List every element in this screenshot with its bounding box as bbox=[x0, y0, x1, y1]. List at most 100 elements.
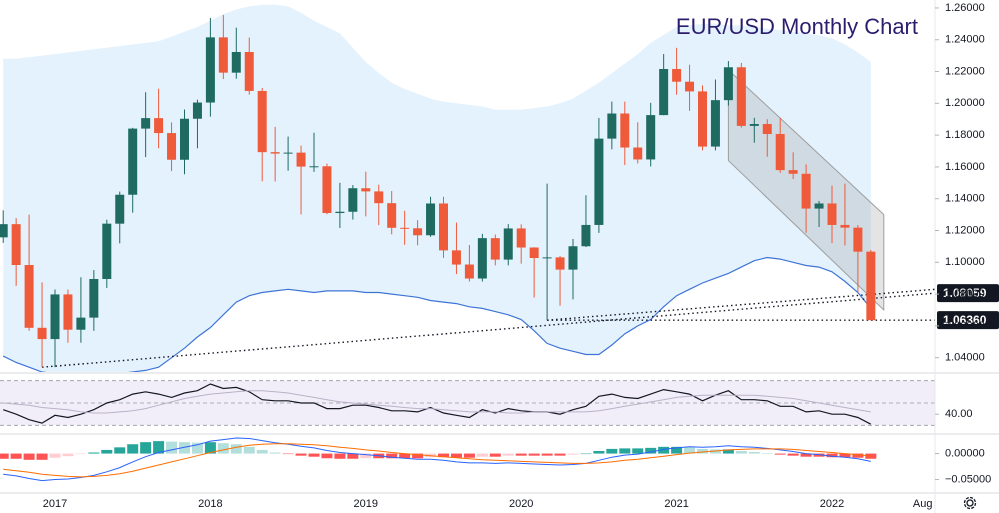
macd-histogram-bar bbox=[684, 447, 696, 454]
macd-histogram-bar bbox=[645, 447, 657, 454]
candle-body bbox=[464, 264, 474, 279]
candle-body bbox=[387, 203, 397, 228]
settings-icon[interactable] bbox=[963, 496, 977, 510]
y-tick-label: 1.08000 bbox=[945, 288, 985, 300]
macd-histogram-bar bbox=[800, 453, 812, 457]
x-tick-label: 2019 bbox=[354, 498, 378, 510]
candle-body bbox=[594, 138, 604, 225]
candle-body bbox=[50, 294, 60, 340]
candle-body bbox=[322, 166, 332, 214]
macd-histogram-bar bbox=[438, 453, 449, 458]
settings-icon-ring bbox=[963, 496, 977, 510]
candle-body bbox=[451, 250, 461, 265]
candle-body bbox=[37, 327, 47, 340]
macd-histogram-bar bbox=[554, 453, 566, 456]
candle-body bbox=[633, 147, 643, 160]
macd-histogram-bar bbox=[140, 442, 152, 454]
candle-body bbox=[154, 118, 164, 134]
macd-histogram-bar bbox=[62, 453, 74, 457]
macd-histogram-bar bbox=[489, 453, 501, 457]
candle-body bbox=[710, 100, 720, 147]
macd-histogram-bar bbox=[671, 446, 683, 454]
x-tick-label: Aug bbox=[913, 498, 933, 510]
candle-body bbox=[400, 227, 410, 229]
macd-histogram-bar bbox=[502, 453, 514, 456]
macd-histogram-bar bbox=[269, 452, 281, 454]
macd-signal bbox=[3, 443, 871, 478]
y-tick-label: 1.12000 bbox=[945, 224, 985, 236]
macd-histogram-bar bbox=[308, 453, 320, 457]
macd-histogram-bar bbox=[722, 449, 734, 454]
macd-histogram-bar bbox=[709, 449, 721, 454]
candle-body bbox=[141, 118, 151, 129]
candle-body bbox=[24, 265, 34, 328]
y-tick-label: 1.26000 bbox=[945, 2, 985, 14]
candle-body bbox=[620, 113, 630, 148]
price-panel bbox=[0, 4, 935, 372]
candle-body bbox=[568, 246, 578, 270]
candle-body bbox=[607, 113, 617, 139]
candle-body bbox=[180, 118, 189, 160]
y-tick-label: 1.22000 bbox=[945, 65, 985, 77]
macd-histogram-bar bbox=[528, 453, 540, 456]
macd-line bbox=[3, 437, 871, 482]
macd-panel bbox=[0, 437, 877, 482]
macd-histogram-bar bbox=[230, 444, 242, 454]
y-tick-label: 1.04000 bbox=[945, 352, 985, 364]
candle-body bbox=[0, 224, 8, 238]
macd-histogram-bar bbox=[865, 453, 877, 459]
macd-histogram-bar bbox=[826, 453, 838, 458]
macd-histogram-bar bbox=[256, 449, 268, 454]
candle-body bbox=[11, 224, 21, 266]
candle-body bbox=[426, 203, 436, 236]
macd-histogram-bar bbox=[761, 453, 773, 454]
price-label-box bbox=[937, 284, 999, 303]
macd-histogram-bar bbox=[813, 453, 825, 457]
candle-body bbox=[63, 294, 73, 330]
macd-histogram-bar bbox=[347, 453, 359, 459]
macd-histogram-bar bbox=[334, 453, 346, 459]
candle-body bbox=[698, 91, 707, 147]
bollinger-band-fill bbox=[3, 4, 871, 372]
price-label: 1.08059 bbox=[943, 286, 987, 300]
candle-body bbox=[853, 227, 863, 252]
x-tick-label: 2017 bbox=[43, 498, 67, 510]
macd-histogram-bar bbox=[179, 442, 190, 454]
settings-icon-center bbox=[966, 499, 974, 507]
macd-histogram-bar bbox=[787, 453, 799, 456]
candle-body bbox=[348, 188, 358, 212]
x-tick-label: 2018 bbox=[198, 498, 222, 510]
candle-body bbox=[672, 68, 682, 82]
candle-body bbox=[102, 223, 112, 279]
candle-body bbox=[374, 191, 384, 204]
macd-histogram-bar bbox=[0, 453, 9, 459]
macd-histogram-bar bbox=[399, 453, 411, 459]
macd-histogram-bar bbox=[450, 453, 462, 458]
y-tick-label: 1.10000 bbox=[945, 256, 985, 268]
candle-body bbox=[439, 203, 448, 251]
macd-histogram-bar bbox=[852, 453, 864, 458]
candle-body bbox=[270, 152, 280, 154]
y-tick-label: 1.24000 bbox=[945, 34, 985, 46]
candle-body bbox=[413, 228, 423, 236]
candle-body bbox=[775, 134, 785, 171]
price-label-box bbox=[937, 311, 999, 330]
macd-histogram-bar bbox=[541, 453, 553, 456]
macd-histogram-bar bbox=[321, 453, 333, 459]
candle-body bbox=[167, 133, 177, 160]
macd-histogram-bar bbox=[153, 441, 165, 454]
macd-histogram-bar bbox=[36, 453, 48, 460]
y-tick-label: 1.16000 bbox=[945, 161, 985, 173]
candle-body bbox=[529, 247, 539, 259]
macd-histogram-bar bbox=[632, 448, 644, 454]
macd-histogram-bar bbox=[217, 443, 229, 454]
macd-histogram-bar bbox=[412, 453, 424, 459]
candle-body bbox=[542, 257, 552, 259]
macd-histogram-bar bbox=[191, 442, 203, 454]
candle-body bbox=[646, 115, 656, 160]
macd-histogram-bar bbox=[166, 441, 178, 454]
candle-body bbox=[749, 124, 759, 126]
candle-body bbox=[814, 203, 824, 209]
price-label: 1.06360 bbox=[943, 313, 987, 327]
